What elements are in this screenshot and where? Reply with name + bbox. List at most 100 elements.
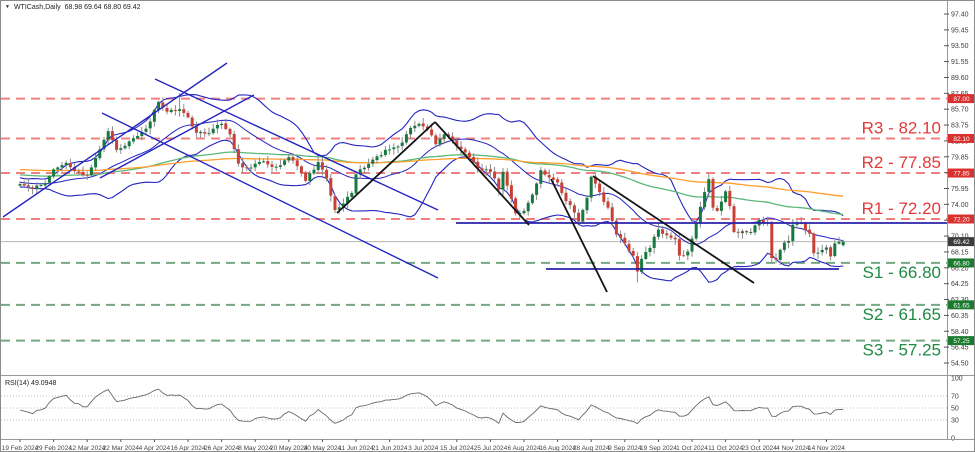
date-label: 11 Oct 2024 [708,445,743,452]
candle-up [442,134,446,139]
candle-up [648,247,652,252]
candle-down [241,163,245,168]
candle-up [417,123,421,126]
candle-down [472,157,476,163]
candle-down [623,237,627,244]
candle-up [749,232,753,234]
candle-down [186,112,190,118]
candle-down [493,171,497,179]
candle-up [589,176,593,198]
candle-up [316,162,320,171]
price-badge-text: 69.42 [953,239,970,246]
price-tick-label: 89.60 [951,75,969,82]
drawn-objects-layer [2,62,947,293]
candle-up [686,251,690,256]
candle-down [421,123,425,127]
candle-up [388,149,392,151]
candle-down [593,176,597,184]
candle-up [52,169,56,177]
date-label: 28 Aug 2024 [573,445,610,452]
price-badge-text: 61.65 [953,302,970,309]
price-badge-text: 72.20 [953,217,970,224]
candle-up [400,142,404,147]
candle-up [123,145,127,149]
candle-down [509,185,513,199]
candle-down [115,140,119,150]
candle-down [291,157,295,161]
date-label: 23 Oct 2024 [741,445,777,452]
candle-down [627,243,631,252]
candle-up [409,127,413,135]
date-label: 8 May 2024 [238,445,272,452]
candle-up [753,225,757,233]
candle-down [543,170,547,175]
candle-up [484,169,488,171]
candle-up [652,236,656,248]
price-tick-label: 54.50 [951,360,969,367]
candle-up [526,202,530,212]
candle-down [476,161,480,169]
candle-up [367,163,371,168]
candle-down [299,166,303,174]
candle-up [249,167,253,169]
candle-up [404,134,408,143]
price-tick-label: 68.15 [951,249,969,256]
blue-trendline [101,112,439,279]
candle-down [829,247,833,257]
candle-up [824,247,828,250]
price-axis[interactable]: 97.4095.4593.5091.5589.6087.6585.7083.75… [944,1,975,440]
candle-up [791,224,795,242]
candle-up [350,192,354,198]
candle-down [190,117,194,127]
price-badge-resistance [948,133,974,143]
bollinger-middle [19,119,844,246]
candle-up [119,148,123,150]
candle-up [39,184,43,186]
candle-down [711,178,715,208]
symbol-dropdown-icon[interactable]: ▼ [5,4,10,10]
candle-down [715,208,719,211]
candle-up [740,231,744,234]
candle-down [68,163,72,168]
candle-down [551,177,555,180]
date-label: 16 Apr 2024 [170,445,205,452]
date-label: 15 Jul 2024 [440,445,474,452]
candle-down [463,149,467,153]
candle-up [341,203,345,208]
candle-down [560,182,564,194]
candle-down [635,256,639,272]
rsi-panel[interactable]: 1007050300 [1,375,975,443]
candle-up [358,169,362,175]
bollinger-upper [19,94,844,223]
candle-down [182,109,186,113]
candle-down [22,183,26,186]
candle-up [312,169,316,174]
rsi-tick-label: 70 [951,394,959,401]
blue-trendline [99,94,255,179]
candle-up [778,249,782,260]
candle-up [383,149,387,156]
candle-down [602,192,606,202]
candle-down [614,220,618,235]
date-label: 30 May 2024 [304,445,342,452]
candle-up [136,136,140,139]
candle-down [329,178,333,196]
candle-down [224,123,228,130]
price-tick-label: 75.95 [951,186,969,193]
ema-200-orange [19,157,844,197]
candle-up [703,192,707,208]
candle-up [581,209,585,222]
price-badge-text: 66.80 [953,260,970,267]
candle-down [85,174,89,176]
price-tick-label: 56.45 [951,345,969,352]
candle-down [455,140,459,147]
blue-trendline [154,78,439,211]
price-tick-label: 58.40 [951,329,969,336]
candle-down [430,129,434,136]
candle-up [354,174,358,194]
candle-down [568,201,572,206]
candle-down [631,251,635,256]
